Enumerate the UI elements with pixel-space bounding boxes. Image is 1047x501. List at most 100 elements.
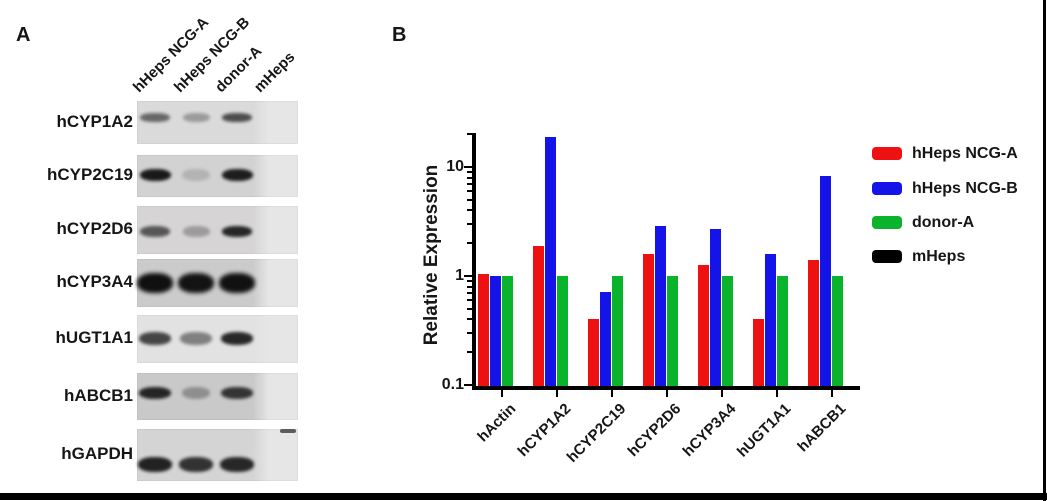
x-tick [830,390,834,397]
x-tick [720,390,724,397]
gel-strip [137,373,298,420]
y-minor-tick [467,307,472,310]
gel-band [179,456,213,472]
bar-hheps-ncg-a-hActin [478,273,489,388]
gel-strip [137,429,298,481]
bar-hheps-ncg-a-hCYP2D6 [643,253,654,388]
y-major-tick [464,274,472,278]
gel-band [139,331,171,345]
y-tick-label: 10 [446,158,464,175]
legend-swatch [872,216,902,229]
gel-band [140,225,170,237]
y-minor-tick [467,176,472,179]
y-major-tick [464,383,472,387]
legend-label: hHeps NCG-B [912,180,1018,197]
x-tick [775,390,779,397]
legend-item-mheps: mHeps [865,248,1043,266]
gel-panel: hHeps NCG-A hHeps NCG-B donor-A mHeps hCYP1A… [0,0,360,501]
gel-band [182,225,210,237]
bar-donor-a-hActin [502,276,513,388]
bar-hheps-ncg-b-hABCB1 [820,175,831,388]
legend-item-hheps-ncg-a: hHeps NCG-A [865,145,1043,163]
gel-strip [137,259,298,307]
panel-a-label: A [16,24,31,46]
y-minor-tick [467,190,472,193]
bar-chart: 0.1 1 10 hActin hCYP1A2 hCYP2C19 hCYP2D6 hCYP3A… [360,0,1047,501]
legend-item-donor-a: donor-A [865,214,1043,232]
gel-band [178,273,214,293]
gel-artifact-speck [280,429,296,433]
x-axis-line [472,386,860,390]
y-minor-tick [467,133,472,136]
bar-hheps-ncg-a-hCYP3A4 [698,265,709,388]
bar-hheps-ncg-b-hCYP2C19 [600,291,611,388]
bar-hheps-ncg-b-hActin [490,276,501,388]
panel-b-label: B [392,24,407,46]
y-tick-label: 0.1 [441,376,464,393]
gel-strip [137,101,298,144]
gel-band [139,387,171,399]
gene-label: hABCB1 [64,385,133,405]
bar-hheps-ncg-a-hCYP2C19 [588,319,599,388]
gene-label: hCYP1A2 [56,111,133,131]
gel-strip [137,155,298,197]
gene-label: hCYP3A4 [56,272,133,291]
y-minor-tick [467,242,472,245]
y-minor-tick [467,351,472,354]
gel-band [182,112,210,122]
gel-band [138,456,172,472]
y-minor-tick [467,331,472,334]
bar-donor-a-hCYP2D6 [667,276,678,388]
gel-band [221,169,253,181]
bar-hheps-ncg-b-hCYP2D6 [655,225,666,388]
x-tick [665,390,669,397]
bar-hheps-ncg-b-hCYP3A4 [710,228,721,388]
gel-strip [137,315,298,363]
gel-band [180,331,212,345]
y-tick-label: 1 [455,267,464,284]
bar-hheps-ncg-a-hUGT1A1 [753,319,764,388]
legend-swatch [872,147,902,160]
y-minor-tick [467,285,472,288]
y-minor-tick [467,279,472,282]
legend-label: hHeps NCG-A [912,145,1018,162]
gel-band [219,273,255,293]
gel-band [139,169,171,181]
y-minor-tick [467,170,472,173]
bar-donor-a-hCYP2C19 [612,276,623,388]
gel-band [221,331,253,345]
y-minor-tick [467,222,472,225]
bar-hheps-ncg-a-hCYP1A2 [533,245,544,388]
bar-hheps-ncg-b-hUGT1A1 [765,253,776,388]
y-minor-tick [467,318,472,321]
gel-band [140,112,170,122]
gene-label: hUGT1A1 [55,328,133,347]
legend-swatch [872,182,902,195]
y-major-tick [464,165,472,169]
gel-band [222,112,252,122]
legend-item-hheps-ncg-b: hHeps NCG-B [865,180,1043,198]
gene-label: hCYP2C19 [47,165,133,184]
gene-label: hGAPDH [61,444,133,463]
gel-strip [137,206,298,254]
legend-swatch [872,250,902,263]
x-tick [610,390,614,397]
y-axis-line [472,133,476,390]
gel-band [220,456,254,472]
x-tick [555,390,559,397]
bar-donor-a-hCYP3A4 [722,276,733,388]
legend-label: donor-A [912,214,975,231]
bar-donor-a-hCYP1A2 [557,276,568,388]
bar-hheps-ncg-a-hABCB1 [808,260,819,388]
gel-band [182,169,210,181]
gene-label: hCYP2D6 [56,219,133,238]
bar-donor-a-hUGT1A1 [777,276,788,388]
legend-label: mHeps [912,248,966,265]
gel-band [222,225,252,237]
y-minor-tick [467,182,472,185]
figure-right-border [1043,0,1046,501]
gel-band [221,387,253,399]
gel-band [137,273,173,293]
y-minor-tick [467,209,472,212]
y-minor-tick [467,299,472,302]
